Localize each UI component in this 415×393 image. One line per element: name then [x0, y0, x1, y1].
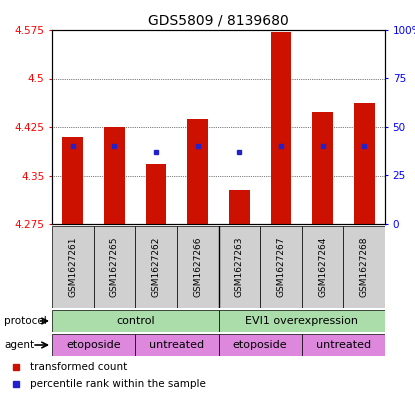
Text: GSM1627263: GSM1627263: [235, 237, 244, 297]
Text: GSM1627268: GSM1627268: [360, 237, 369, 297]
Bar: [229, 190, 250, 224]
Text: protocol: protocol: [4, 316, 47, 326]
Bar: [354, 103, 375, 224]
Text: transformed count: transformed count: [30, 362, 127, 372]
Text: agent: agent: [4, 340, 34, 350]
Text: control: control: [116, 316, 154, 326]
Bar: [302, 334, 385, 356]
Bar: [104, 127, 125, 224]
Text: GSM1627261: GSM1627261: [68, 237, 77, 297]
Text: EVI1 overexpression: EVI1 overexpression: [245, 316, 358, 326]
Bar: [135, 226, 177, 308]
Text: GSM1627267: GSM1627267: [276, 237, 286, 297]
Bar: [219, 334, 302, 356]
Text: untreated: untreated: [316, 340, 371, 350]
Text: untreated: untreated: [149, 340, 205, 350]
Text: etoposide: etoposide: [233, 340, 288, 350]
Bar: [135, 334, 219, 356]
Text: GSM1627265: GSM1627265: [110, 237, 119, 297]
Bar: [52, 310, 219, 332]
Bar: [177, 226, 219, 308]
Bar: [94, 226, 135, 308]
Bar: [271, 32, 291, 224]
Bar: [62, 137, 83, 224]
Text: GSM1627264: GSM1627264: [318, 237, 327, 297]
Bar: [219, 310, 385, 332]
Bar: [260, 226, 302, 308]
Bar: [146, 164, 166, 224]
Bar: [187, 119, 208, 224]
Bar: [219, 226, 260, 308]
Text: GSM1627266: GSM1627266: [193, 237, 202, 297]
Bar: [343, 226, 385, 308]
Bar: [312, 112, 333, 224]
Text: GSM1627262: GSM1627262: [151, 237, 161, 297]
Text: etoposide: etoposide: [66, 340, 121, 350]
Title: GDS5809 / 8139680: GDS5809 / 8139680: [148, 13, 289, 28]
Bar: [52, 226, 94, 308]
Bar: [302, 226, 343, 308]
Text: percentile rank within the sample: percentile rank within the sample: [30, 379, 206, 389]
Bar: [52, 334, 135, 356]
